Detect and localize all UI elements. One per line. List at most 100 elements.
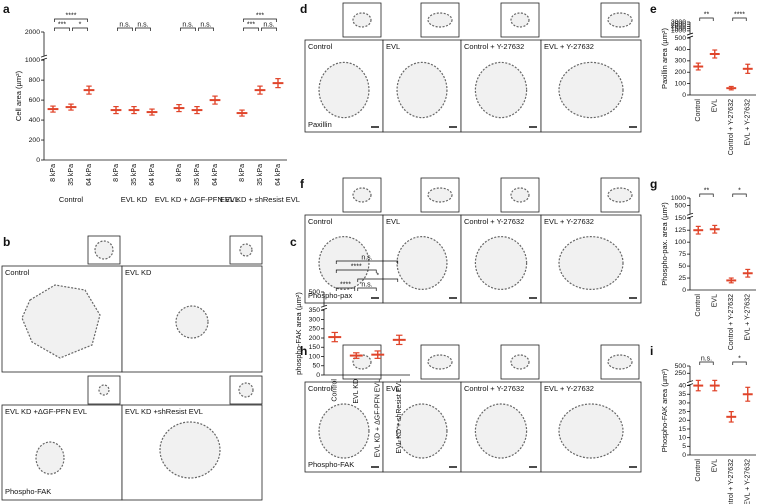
significance-bracket bbox=[335, 269, 377, 273]
y-tick-label: 150 bbox=[309, 344, 321, 351]
x-tick-label: 64 kPa bbox=[86, 164, 93, 186]
group-label: EVL KD bbox=[121, 195, 148, 204]
y-tick-label: 15 bbox=[678, 426, 686, 433]
y-tick-label: 250 bbox=[675, 370, 687, 377]
y-tick-label: 30 bbox=[678, 400, 686, 407]
y-tick-label: 400 bbox=[675, 46, 687, 53]
y-tick-label: 0 bbox=[36, 157, 40, 164]
x-tick-label: Control bbox=[695, 294, 702, 317]
condition-label: EVL bbox=[386, 384, 400, 393]
axis-break bbox=[40, 54, 48, 58]
x-tick-label: 8 kPa bbox=[50, 164, 57, 182]
panel-letter: h bbox=[300, 344, 307, 358]
panel-letter: d bbox=[300, 2, 307, 16]
x-tick-label: 8 kPa bbox=[176, 164, 183, 182]
y-tick-label: 1000 bbox=[671, 195, 686, 202]
significance-label: ** bbox=[704, 11, 710, 18]
significance-bracket bbox=[54, 18, 88, 22]
cell bbox=[510, 12, 530, 28]
x-tick-label: EVL KD bbox=[353, 379, 360, 404]
cell bbox=[427, 12, 453, 28]
stain-label: Phospho-FAK bbox=[5, 487, 51, 496]
panel-letter: b bbox=[3, 235, 10, 249]
significance-label: n.s. bbox=[182, 21, 193, 28]
y-tick-label: 1000 bbox=[671, 28, 686, 35]
x-tick-label: Control bbox=[695, 459, 702, 482]
y-tick-label: 1500 bbox=[671, 25, 686, 32]
condition-label: EVL KD +ΔGF-PFN EVL bbox=[5, 407, 87, 416]
cell bbox=[318, 403, 370, 459]
y-tick-label: 350 bbox=[309, 307, 321, 314]
x-tick-label: 35 kPa bbox=[194, 164, 201, 186]
condition-label: EVL + Y-27632 bbox=[544, 217, 594, 226]
y-tick-label: 250 bbox=[309, 326, 321, 333]
axis-break bbox=[686, 212, 694, 216]
x-tick-label: EVL + Y-27632 bbox=[745, 294, 752, 341]
axis-break bbox=[320, 304, 328, 308]
significance-bracket bbox=[135, 27, 151, 31]
y-tick-label: 5 bbox=[682, 443, 686, 450]
stain-label: Phospho-FAK bbox=[308, 460, 354, 469]
cell bbox=[558, 403, 624, 459]
y-tick-label: 35 bbox=[678, 391, 686, 398]
significance-label: n.s. bbox=[701, 355, 712, 362]
condition-label: Control bbox=[308, 217, 333, 226]
significance-bracket bbox=[732, 17, 747, 21]
x-tick-label: 8 kPa bbox=[113, 164, 120, 182]
axis-break bbox=[686, 32, 694, 36]
x-tick-label: Control + Y-27632 bbox=[728, 459, 735, 504]
y-tick-label: 200 bbox=[675, 69, 687, 76]
significance-bracket bbox=[357, 287, 377, 291]
y-tick-label: 0 bbox=[682, 287, 686, 294]
y-tick-label: 125 bbox=[675, 227, 687, 234]
y-axis-label: Phospho-FAK area (µm²) bbox=[660, 368, 669, 452]
significance-label: n.s. bbox=[119, 21, 130, 28]
significance-bracket bbox=[732, 361, 747, 365]
x-tick-label: 64 kPa bbox=[275, 164, 282, 186]
x-tick-label: Control bbox=[332, 379, 339, 402]
cell bbox=[239, 243, 253, 257]
y-tick-label: 1000 bbox=[25, 57, 40, 64]
y-tick-label: 3000 bbox=[671, 19, 686, 26]
significance-bracket bbox=[198, 27, 214, 31]
x-tick-label: Control + Y-27632 bbox=[728, 294, 735, 350]
y-tick-label: 2000 bbox=[25, 29, 40, 36]
cell bbox=[558, 236, 624, 291]
y-tick-label: 100 bbox=[675, 80, 687, 87]
condition-label: EVL KD +shResist EVL bbox=[125, 407, 203, 416]
cell bbox=[510, 187, 530, 203]
x-tick-label: EVL bbox=[712, 99, 719, 112]
significance-label: **** bbox=[340, 281, 351, 288]
cell bbox=[352, 12, 372, 28]
y-axis-label: Phospho-pax. area (µm²) bbox=[660, 202, 669, 286]
significance-label: n.s. bbox=[361, 254, 372, 261]
significance-bracket bbox=[699, 193, 714, 197]
condition-label: Control + Y-27632 bbox=[464, 217, 524, 226]
cell bbox=[318, 236, 370, 291]
y-tick-label: 800 bbox=[29, 77, 41, 84]
significance-bracket bbox=[357, 278, 399, 282]
x-tick-label: EVL bbox=[712, 459, 719, 472]
y-tick-label: 150 bbox=[675, 215, 687, 222]
cell bbox=[21, 284, 101, 359]
significance-label: n.s. bbox=[263, 21, 274, 28]
x-tick-label: 35 kPa bbox=[68, 164, 75, 186]
cell bbox=[427, 187, 453, 203]
significance-label: * bbox=[738, 355, 741, 362]
condition-label: EVL + Y-27632 bbox=[544, 384, 594, 393]
significance-label: **** bbox=[734, 11, 745, 18]
condition-label: Control bbox=[308, 42, 333, 51]
cell bbox=[474, 403, 528, 459]
y-tick-label: 500 bbox=[675, 35, 687, 42]
axis-break bbox=[686, 380, 694, 383]
y-axis-label: phospho-FAK area (µm²) bbox=[294, 292, 303, 375]
x-tick-label: EVL bbox=[712, 294, 719, 307]
significance-bracket bbox=[180, 27, 196, 31]
y-axis-label: Cell area (µm²) bbox=[14, 70, 23, 121]
y-tick-label: 200 bbox=[29, 137, 41, 144]
condition-label: EVL + Y-27632 bbox=[544, 42, 594, 51]
significance-label: ** bbox=[704, 187, 710, 194]
significance-bracket bbox=[243, 27, 259, 31]
y-tick-label: 500 bbox=[309, 289, 321, 296]
